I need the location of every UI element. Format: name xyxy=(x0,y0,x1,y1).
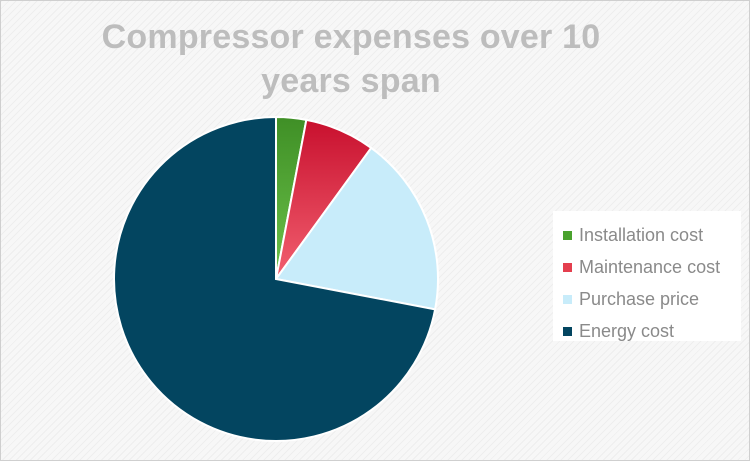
legend-label: Purchase price xyxy=(579,288,700,309)
legend-label: Energy cost xyxy=(579,320,675,341)
legend-label: Installation cost xyxy=(579,224,704,245)
legend-item-maintenance-cost: Maintenance cost xyxy=(563,251,741,283)
legend-swatch xyxy=(563,326,572,336)
pie-slice-purchase-price xyxy=(274,146,439,311)
legend-swatch xyxy=(563,262,572,272)
legend-item-energy-cost: Energy cost xyxy=(563,315,741,347)
chart-legend: Installation cost Maintenance cost Purchas… xyxy=(553,211,741,341)
legend-label: Maintenance cost xyxy=(579,256,721,277)
legend-item-installation-cost: Installation cost xyxy=(563,219,741,251)
legend-item-purchase-price: Purchase price xyxy=(563,283,741,315)
legend-swatch xyxy=(563,294,572,304)
legend-swatch xyxy=(563,230,572,240)
chart-title: Compressor expenses over 10 years span xyxy=(101,18,601,100)
pie-slice-energy-cost xyxy=(113,115,437,442)
